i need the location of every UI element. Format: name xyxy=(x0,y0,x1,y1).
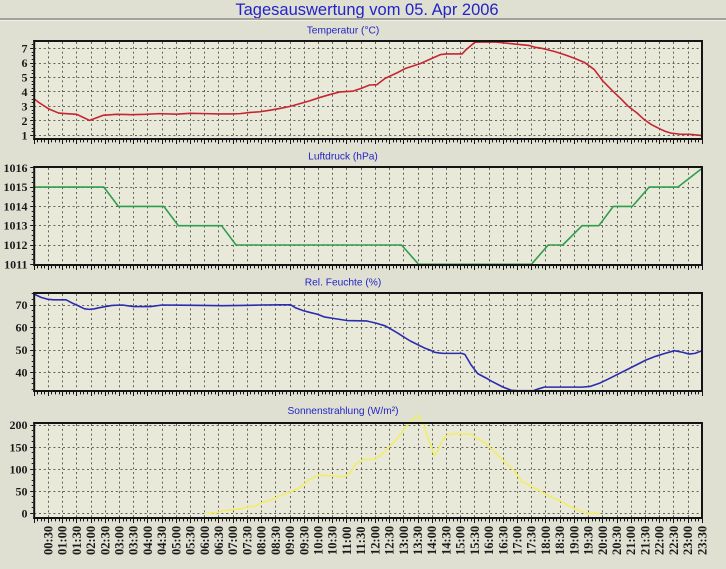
svg-text:16:30: 16:30 xyxy=(496,526,510,555)
svg-text:03:00: 03:00 xyxy=(112,526,126,555)
svg-text:04:30: 04:30 xyxy=(155,526,169,555)
svg-text:17:30: 17:30 xyxy=(525,526,539,555)
svg-text:08:30: 08:30 xyxy=(269,526,283,555)
svg-text:18:30: 18:30 xyxy=(553,526,567,555)
svg-text:1015: 1015 xyxy=(4,180,28,194)
svg-text:40: 40 xyxy=(16,366,28,380)
svg-text:Sonnenstrahlung (W/m²): Sonnenstrahlung (W/m²) xyxy=(288,406,399,417)
svg-text:06:00: 06:00 xyxy=(198,526,212,555)
svg-text:18:00: 18:00 xyxy=(539,526,553,555)
svg-text:200: 200 xyxy=(10,418,28,432)
svg-text:1011: 1011 xyxy=(4,257,27,271)
svg-text:14:30: 14:30 xyxy=(439,526,453,555)
svg-text:02:00: 02:00 xyxy=(84,526,98,555)
svg-text:05:30: 05:30 xyxy=(184,526,198,555)
svg-text:50: 50 xyxy=(16,484,28,498)
svg-text:21:30: 21:30 xyxy=(638,526,652,555)
svg-text:10:00: 10:00 xyxy=(312,526,326,555)
svg-text:07:00: 07:00 xyxy=(226,526,240,555)
svg-text:16:00: 16:00 xyxy=(482,526,496,555)
svg-text:Tagesauswertung vom 05. Apr 20: Tagesauswertung vom 05. Apr 2006 xyxy=(235,1,498,19)
svg-text:70: 70 xyxy=(16,298,28,312)
svg-text:3: 3 xyxy=(22,99,28,113)
svg-text:12:30: 12:30 xyxy=(383,526,397,555)
svg-text:14:00: 14:00 xyxy=(425,526,439,555)
svg-text:08:00: 08:00 xyxy=(255,526,269,555)
svg-text:12:00: 12:00 xyxy=(368,526,382,555)
svg-text:1012: 1012 xyxy=(4,238,28,252)
svg-text:03:30: 03:30 xyxy=(127,526,141,555)
svg-text:4: 4 xyxy=(22,85,28,99)
svg-text:13:30: 13:30 xyxy=(411,526,425,555)
svg-text:1: 1 xyxy=(22,128,28,142)
svg-text:11:30: 11:30 xyxy=(354,527,368,555)
svg-text:19:30: 19:30 xyxy=(582,526,596,555)
svg-text:Temperatur (°C): Temperatur (°C) xyxy=(307,26,380,37)
svg-text:15:30: 15:30 xyxy=(468,526,482,555)
svg-text:22:30: 22:30 xyxy=(667,526,681,555)
svg-text:15:00: 15:00 xyxy=(454,526,468,555)
svg-text:09:00: 09:00 xyxy=(283,526,297,555)
svg-text:Luftdruck (hPa): Luftdruck (hPa) xyxy=(308,152,378,163)
svg-text:2: 2 xyxy=(22,114,28,128)
svg-text:19:00: 19:00 xyxy=(567,526,581,555)
svg-text:20:30: 20:30 xyxy=(610,526,624,555)
svg-text:10:30: 10:30 xyxy=(326,526,340,555)
svg-text:1016: 1016 xyxy=(4,161,28,175)
svg-text:7: 7 xyxy=(22,42,28,56)
svg-text:02:30: 02:30 xyxy=(98,526,112,555)
svg-text:06:30: 06:30 xyxy=(212,526,226,555)
svg-text:6: 6 xyxy=(22,56,28,70)
svg-text:100: 100 xyxy=(10,462,28,476)
svg-text:23:30: 23:30 xyxy=(695,526,709,555)
svg-text:04:00: 04:00 xyxy=(141,526,155,555)
svg-text:21:00: 21:00 xyxy=(624,526,638,555)
svg-text:01:00: 01:00 xyxy=(56,526,70,555)
svg-text:60: 60 xyxy=(16,321,28,335)
svg-text:1013: 1013 xyxy=(4,219,28,233)
svg-text:150: 150 xyxy=(10,440,28,454)
svg-text:50: 50 xyxy=(16,343,28,357)
svg-text:Rel. Feuchte (%): Rel. Feuchte (%) xyxy=(305,278,381,289)
svg-text:1014: 1014 xyxy=(4,199,28,213)
svg-text:05:00: 05:00 xyxy=(169,526,183,555)
svg-text:09:30: 09:30 xyxy=(297,526,311,555)
svg-text:5: 5 xyxy=(22,71,28,85)
svg-text:07:30: 07:30 xyxy=(240,526,254,555)
svg-text:13:00: 13:00 xyxy=(397,526,411,555)
svg-text:20:00: 20:00 xyxy=(596,526,610,555)
svg-text:17:00: 17:00 xyxy=(511,526,525,555)
svg-text:22:00: 22:00 xyxy=(653,526,667,555)
svg-text:11:00: 11:00 xyxy=(340,527,354,555)
svg-text:00:30: 00:30 xyxy=(41,526,55,555)
svg-text:01:30: 01:30 xyxy=(70,526,84,555)
svg-text:23:00: 23:00 xyxy=(681,526,695,555)
svg-text:0: 0 xyxy=(22,507,28,521)
